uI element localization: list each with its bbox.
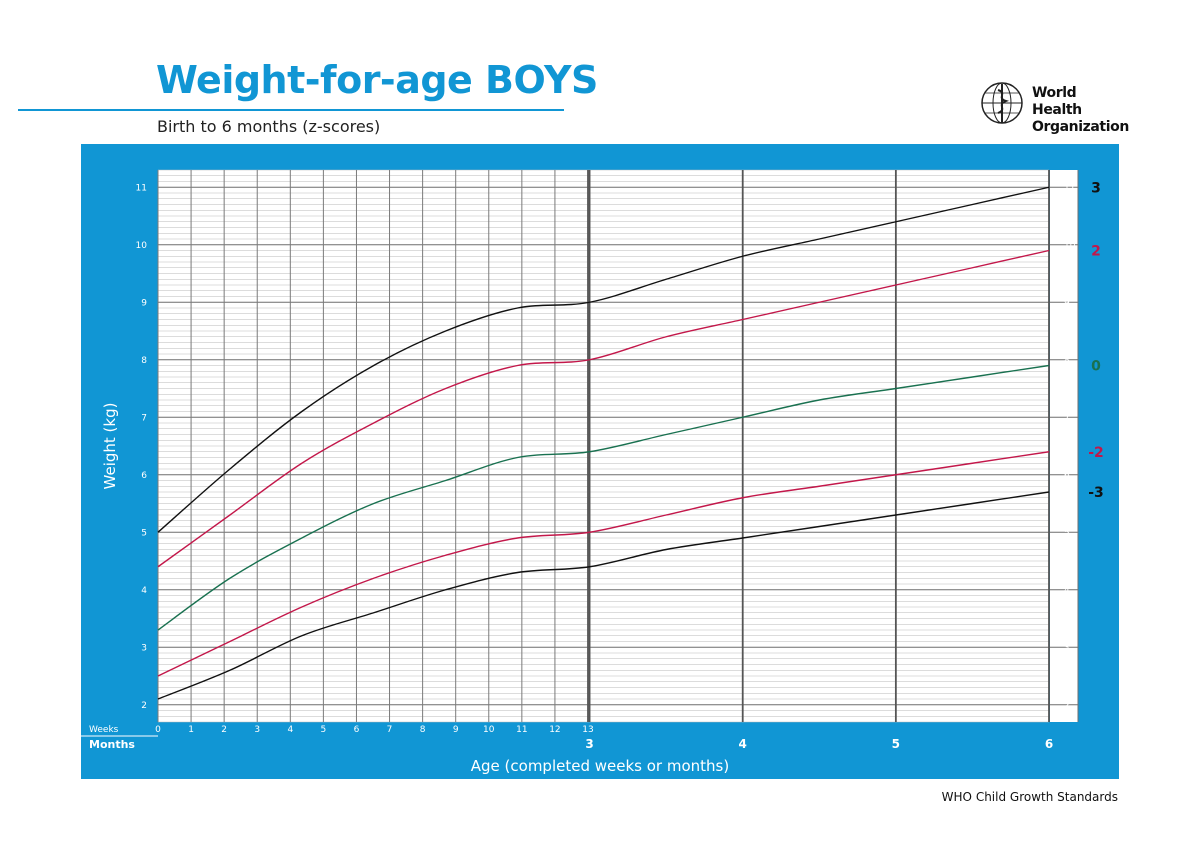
x-axis-label: Age (completed weeks or months) [471, 757, 729, 775]
z-score-curve-3 [157, 186, 1050, 533]
week-tick-label: 7 [387, 725, 393, 735]
month-tick-label: 6 [1045, 737, 1053, 751]
grid-lines [157, 169, 1079, 723]
week-tick-label: 9 [453, 725, 459, 735]
y-axis-label: Weight (kg) [101, 403, 119, 490]
y-tick-label-right: 6 [1064, 471, 1070, 481]
y-tick-label-right: 10 [1064, 241, 1076, 251]
week-tick-label: 0 [155, 725, 161, 735]
months-label: Months [89, 738, 135, 751]
z-score-curve--3 [157, 491, 1050, 700]
y-tick-label-left: 10 [136, 241, 148, 251]
week-tick-label: 3 [254, 725, 260, 735]
footer-text: WHO Child Growth Standards [941, 790, 1118, 804]
who-logo: World Health Organization [978, 80, 1129, 135]
weeks-label: Weeks [89, 725, 119, 735]
month-tick-label: 5 [892, 737, 900, 751]
y-tick-label-left: 7 [141, 413, 147, 423]
z-score-label--2: -2 [1088, 445, 1104, 461]
y-tick-label-left: 9 [141, 298, 147, 308]
y-tick-label-right: 9 [1064, 298, 1070, 308]
week-tick-label: 13 [582, 725, 593, 735]
chart-subtitle: Birth to 6 months (z-scores) [157, 117, 381, 136]
y-tick-label-left: 2 [141, 701, 147, 711]
month-tick-label: 4 [739, 737, 747, 751]
y-tick-label-right: 5 [1064, 528, 1070, 538]
week-tick-label: 2 [221, 725, 227, 735]
y-tick-label-left: 5 [141, 528, 147, 538]
week-tick-label: 4 [287, 725, 293, 735]
y-tick-label-right: 2 [1064, 701, 1070, 711]
month-tick-label: 3 [585, 737, 593, 751]
curve-label-band [1050, 170, 1078, 722]
y-tick-label-left: 11 [136, 183, 147, 193]
week-tick-label: 12 [549, 725, 560, 735]
y-tick-label-right: 4 [1064, 586, 1070, 596]
z-score-label-3: 3 [1091, 180, 1101, 196]
week-tick-label: 11 [516, 725, 527, 735]
week-tick-label: 1 [188, 725, 194, 735]
who-emblem-icon [981, 82, 1023, 124]
y-tick-label-left: 3 [141, 643, 147, 653]
week-tick-label: 6 [354, 725, 360, 735]
week-tick-label: 5 [321, 725, 327, 735]
y-tick-label-left: 8 [141, 356, 147, 366]
y-tick-label-right: 11 [1064, 183, 1075, 193]
z-score-curve-2 [157, 249, 1050, 568]
y-tick-label-left: 6 [141, 471, 147, 481]
y-tick-label-right: 7 [1064, 413, 1070, 423]
title-rule [18, 109, 564, 111]
organization-name: World Health Organization [1032, 85, 1129, 135]
y-tick-label-left: 4 [141, 586, 147, 596]
z-score-label--3: -3 [1088, 485, 1104, 501]
y-tick-label-right: 3 [1064, 643, 1070, 653]
chart-title: Weight-for-age BOYS [156, 58, 598, 102]
z-score-label-2: 2 [1091, 244, 1101, 260]
week-tick-label: 8 [420, 725, 426, 735]
chart-panel: 2 2 3 3 4 4 5 5 6 6 7 7 8 8 9 9 10 10 11 11 Weight (kg) Weeks… [81, 144, 1119, 779]
z-score-curve--2 [157, 451, 1050, 677]
z-score-curve-0 [157, 364, 1050, 631]
week-tick-label: 10 [483, 725, 495, 735]
z-score-label-0: 0 [1091, 359, 1101, 375]
y-tick-label-right: 8 [1064, 356, 1070, 366]
